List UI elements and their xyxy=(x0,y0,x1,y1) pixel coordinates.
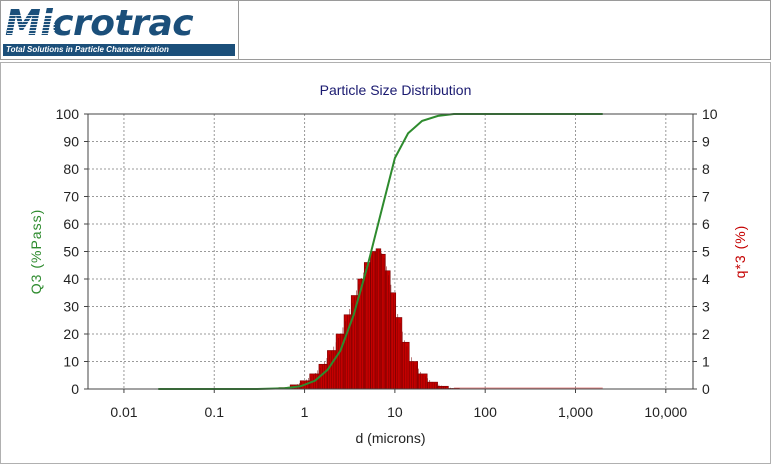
density-bar xyxy=(375,248,382,390)
density-bar xyxy=(401,341,410,390)
y-left-tick-label: 20 xyxy=(63,326,79,342)
y-right-tick-label: 0 xyxy=(702,381,710,397)
y-right-tick-label: 3 xyxy=(702,299,710,315)
y-left-tick-label: 70 xyxy=(63,189,79,205)
density-bar xyxy=(363,262,371,390)
y-right-tick-label: 2 xyxy=(702,326,710,342)
y-left-tick-label: 10 xyxy=(63,354,79,370)
y-left-tick-label: 0 xyxy=(71,381,79,397)
density-bar xyxy=(385,270,391,390)
y-left-tick-label: 30 xyxy=(63,299,79,315)
y-left-tick-label: 60 xyxy=(63,216,79,232)
y-left-axis-label: Q3 (%Pass) xyxy=(28,209,44,294)
y-right-axis-label: q*3 (%) xyxy=(732,225,748,279)
x-tick-label: 1,000 xyxy=(558,404,593,420)
x-tick-label: 10,000 xyxy=(644,404,687,420)
x-axis-label: d (microns) xyxy=(355,430,425,446)
density-bar xyxy=(370,251,377,390)
density-bar xyxy=(417,373,428,390)
y-right-tick-label: 6 xyxy=(702,216,710,232)
y-left-tick-label: 90 xyxy=(63,134,79,150)
density-bar xyxy=(426,381,438,390)
y-right-tick-label: 5 xyxy=(702,244,710,260)
y-right-tick-label: 8 xyxy=(702,161,710,177)
y-left-tick-label: 50 xyxy=(63,244,79,260)
y-right-tick-label: 10 xyxy=(702,106,718,122)
x-tick-label: 1 xyxy=(301,404,309,420)
y-left-tick-label: 100 xyxy=(56,106,80,122)
x-tick-label: 0.1 xyxy=(205,404,225,420)
logo-tagline: Total Solutions in Particle Characteriza… xyxy=(3,44,235,56)
x-tick-label: 10 xyxy=(387,404,403,420)
chart-title: Particle Size Distribution xyxy=(320,82,472,98)
density-bar xyxy=(380,253,386,390)
y-right-tick-label: 4 xyxy=(702,271,710,287)
y-left-tick-label: 80 xyxy=(63,161,79,177)
x-tick-label: 0.01 xyxy=(110,404,137,420)
x-tick-label: 100 xyxy=(474,404,498,420)
y-right-tick-label: 1 xyxy=(702,354,710,370)
density-bar xyxy=(395,317,403,390)
y-left-tick-label: 40 xyxy=(63,271,79,287)
y-right-tick-label: 9 xyxy=(702,134,710,150)
y-right-tick-label: 7 xyxy=(702,189,710,205)
density-bar xyxy=(408,361,418,390)
